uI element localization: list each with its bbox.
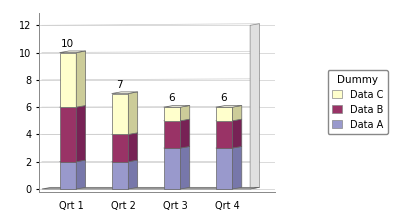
Text: Qrt 1: Qrt 1: [59, 201, 84, 211]
Text: Qrt 4: Qrt 4: [215, 201, 240, 211]
Bar: [164, 107, 180, 121]
Bar: [164, 121, 180, 148]
Polygon shape: [180, 146, 190, 189]
Polygon shape: [112, 160, 138, 162]
Polygon shape: [112, 92, 138, 94]
Text: 10: 10: [61, 39, 74, 49]
Polygon shape: [232, 105, 242, 121]
Polygon shape: [250, 24, 259, 189]
Polygon shape: [128, 92, 138, 134]
Polygon shape: [164, 146, 190, 148]
Bar: [216, 121, 232, 148]
Polygon shape: [76, 160, 86, 189]
Bar: [112, 94, 128, 134]
Text: Qrt 3: Qrt 3: [163, 201, 188, 211]
Text: 7: 7: [116, 80, 123, 90]
Polygon shape: [232, 119, 242, 148]
Polygon shape: [112, 133, 138, 134]
Polygon shape: [164, 105, 190, 107]
Polygon shape: [60, 160, 86, 162]
Polygon shape: [60, 105, 86, 107]
Legend: Data C, Data B, Data A: Data C, Data B, Data A: [327, 70, 388, 134]
Text: 6: 6: [168, 94, 174, 104]
Bar: [216, 107, 232, 121]
Polygon shape: [76, 105, 86, 162]
Polygon shape: [180, 119, 190, 148]
Polygon shape: [164, 119, 190, 121]
Bar: [60, 162, 76, 189]
Polygon shape: [216, 105, 242, 107]
Polygon shape: [76, 51, 86, 107]
Bar: [112, 134, 128, 162]
Bar: [112, 162, 128, 189]
Polygon shape: [180, 105, 190, 121]
Bar: [164, 148, 180, 189]
Polygon shape: [42, 187, 259, 189]
Bar: [60, 53, 76, 107]
Polygon shape: [232, 146, 242, 189]
Polygon shape: [216, 146, 242, 148]
Text: 6: 6: [220, 94, 227, 104]
Bar: [60, 107, 76, 162]
Polygon shape: [216, 119, 242, 121]
Polygon shape: [128, 133, 138, 162]
Polygon shape: [60, 51, 86, 53]
Polygon shape: [128, 160, 138, 189]
Bar: [216, 148, 232, 189]
Text: Qrt 2: Qrt 2: [111, 201, 136, 211]
